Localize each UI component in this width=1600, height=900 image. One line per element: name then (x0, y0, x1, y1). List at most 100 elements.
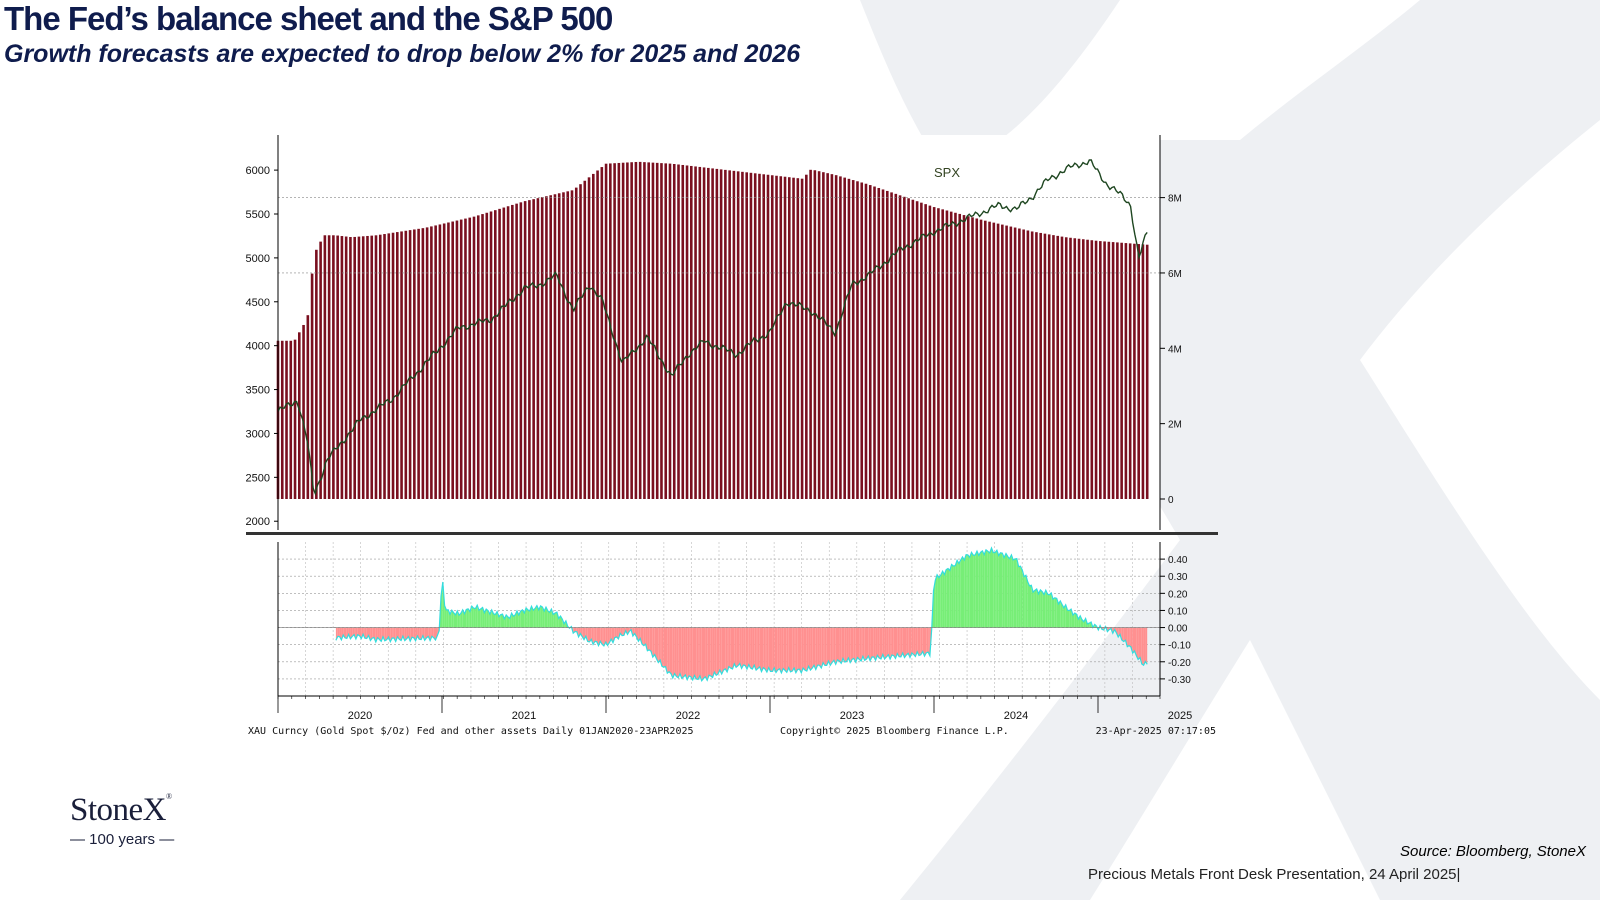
correlation-negative-area (594, 627, 597, 642)
panel-divider (246, 532, 1218, 535)
correlation-negative-area (911, 627, 914, 655)
correlation-positive-area (993, 552, 996, 628)
lower-tick-label: 0.10 (1168, 606, 1188, 617)
correlation-positive-area (520, 609, 523, 628)
correlation-negative-area (774, 627, 776, 673)
correlation-positive-area (951, 564, 954, 628)
fed-assets-bar (966, 216, 970, 499)
fed-assets-bar (638, 161, 642, 499)
correlation-negative-area (803, 627, 805, 671)
fed-assets-bar (971, 217, 974, 499)
fed-assets-bar (1124, 243, 1128, 499)
correlation-positive-area (558, 616, 561, 628)
correlation-positive-area (958, 560, 961, 628)
upper-plot-area (278, 135, 1160, 530)
correlation-positive-area (473, 608, 476, 628)
correlation-negative-area (392, 627, 394, 639)
correlation-negative-area (678, 627, 680, 678)
correlation-negative-area (431, 627, 434, 638)
correlation-positive-area (1076, 614, 1079, 628)
fed-assets-bar (310, 273, 314, 499)
fed-assets-bar (383, 234, 386, 499)
correlation-negative-area (815, 627, 818, 670)
fed-assets-bar (779, 176, 783, 500)
fed-assets-bar (937, 208, 940, 499)
correlation-negative-area (801, 627, 804, 673)
fed-assets-bar (868, 185, 872, 499)
correlation-positive-area (1044, 590, 1046, 628)
correlation-positive-area (540, 605, 543, 628)
fed-assets-bar (655, 162, 659, 499)
correlation-positive-area (1004, 553, 1006, 628)
fed-assets-bar (498, 208, 501, 500)
correlation-negative-area (654, 627, 657, 659)
fed-assets-bar (438, 224, 442, 499)
fed-assets-bar (958, 213, 962, 500)
correlation-negative-area (736, 627, 738, 668)
fed-assets-bar (1111, 242, 1115, 499)
fed-assets-bar (643, 162, 646, 499)
correlation-negative-area (904, 627, 907, 658)
correlation-negative-area (660, 627, 662, 667)
correlation-positive-area (536, 605, 539, 628)
chart-footer-left: XAU Curncy (Gold Spot $/Oz) Fed and othe… (248, 726, 694, 737)
correlation-positive-area (1031, 585, 1034, 628)
correlation-negative-area (852, 627, 854, 660)
lower-tick-label: -0.30 (1168, 675, 1191, 686)
correlation-negative-area (341, 627, 344, 640)
correlation-negative-area (725, 627, 728, 672)
fed-assets-bar (702, 167, 706, 499)
correlation-negative-area (864, 627, 867, 661)
correlation-positive-area (1047, 594, 1050, 628)
correlation-positive-area (480, 607, 483, 628)
correlation-negative-area (730, 627, 733, 669)
fed-assets-bar (549, 195, 552, 499)
correlation-negative-area (699, 627, 702, 681)
correlation-negative-area (647, 627, 650, 651)
lower-tick-label: -0.10 (1168, 641, 1191, 652)
correlation-negative-area (727, 627, 729, 672)
correlation-negative-area (910, 627, 912, 658)
fed-assets-bar (494, 210, 497, 499)
correlation-negative-area (1125, 627, 1128, 647)
correlation-negative-area (404, 627, 407, 641)
fed-assets-bar (621, 162, 625, 499)
correlation-negative-area (614, 627, 617, 638)
fed-assets-bar (983, 220, 987, 499)
fed-assets-bar (1047, 234, 1051, 499)
fed-assets-bar (864, 183, 868, 500)
correlation-positive-area (1029, 585, 1032, 628)
fed-assets-bar (400, 231, 403, 499)
fed-assets-bar (353, 236, 356, 499)
correlation-negative-area (596, 627, 599, 646)
correlation-negative-area (703, 627, 706, 679)
correlation-negative-area (680, 627, 682, 679)
correlation-negative-area (808, 627, 811, 671)
correlation-negative-area (745, 627, 747, 670)
correlation-negative-area (681, 627, 684, 679)
correlation-positive-area (1040, 589, 1043, 628)
correlation-negative-area (656, 627, 659, 663)
fed-assets-bar (694, 166, 697, 499)
fed-assets-bar (1039, 232, 1042, 499)
fed-assets-bar (732, 170, 736, 499)
correlation-positive-area (937, 574, 939, 628)
correlation-negative-area (671, 627, 673, 678)
correlation-negative-area (602, 627, 604, 646)
fed-assets-bar (1009, 226, 1013, 499)
correlation-negative-area (667, 627, 670, 674)
fed-assets-bar (885, 190, 889, 499)
fed-assets-bar (455, 220, 459, 499)
correlation-negative-area (806, 627, 809, 671)
fed-assets-bar (907, 198, 910, 499)
fed-assets-bar (417, 228, 420, 499)
correlation-negative-area (1136, 627, 1139, 660)
fed-assets-bar (753, 173, 757, 500)
correlation-negative-area (926, 627, 929, 653)
correlation-positive-area (544, 607, 546, 628)
fed-assets-bar (685, 165, 689, 499)
correlation-positive-area (991, 548, 994, 628)
correlation-positive-area (1016, 558, 1019, 628)
fed-assets-bar (894, 193, 898, 500)
correlation-negative-area (748, 627, 751, 668)
